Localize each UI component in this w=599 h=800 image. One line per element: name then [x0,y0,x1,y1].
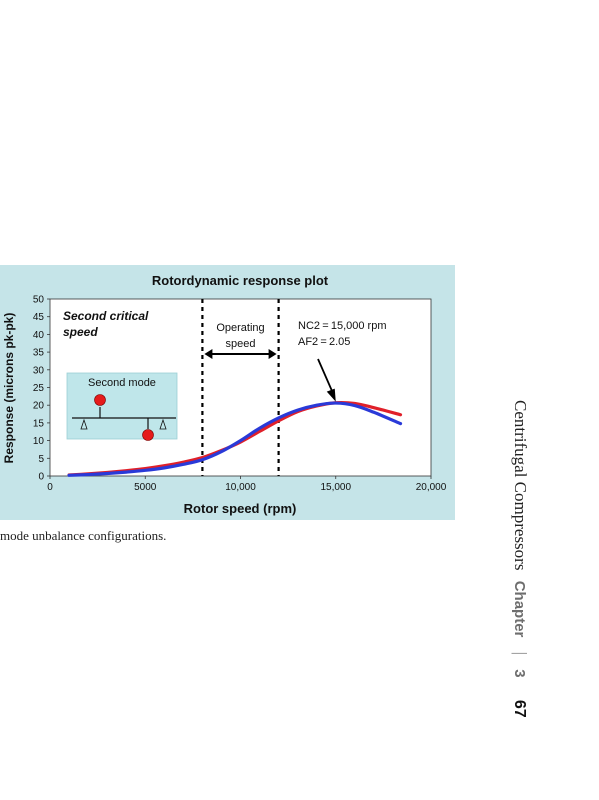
second-critical-speed-label: Second critical speed [63,309,149,339]
book-title: Centrifugal Compressors [511,400,530,571]
chapter-number: 3 [511,669,528,678]
peak-pointer-arrowhead-icon [326,388,336,402]
figure-caption: mode unbalance configurations. [0,528,167,543]
arrow-head-right-icon [268,349,277,359]
figure-panel: Rotordynamic response plot Response (mic… [0,265,455,520]
chapter-label: Chapter [511,580,528,638]
unbalance-mass-down-icon [142,429,154,441]
peak-pointer-line [317,358,334,394]
y-tick-label: 40 [33,330,45,341]
y-tick-label: 35 [33,348,45,359]
y-tick-label: 10 [33,436,45,447]
x-tick-label: 15,000 [320,482,351,493]
critical-label-line-2: speed [63,325,98,339]
inset-title: Second mode [88,377,156,389]
running-header: Centrifugal Compressors Chapter | 3 67 [506,400,536,718]
page-number: 67 [511,699,528,718]
x-axis-label: Rotor speed (rpm) [184,501,297,516]
y-tick-label: 30 [33,365,45,376]
nc2-annotation: NC2 = 15,000 rpm [298,320,386,332]
operating-label-line-2: speed [226,338,256,350]
x-tick-label: 20,000 [416,482,447,493]
x-tick-label: 5000 [134,482,157,493]
y-tick-label: 50 [33,295,45,306]
y-tick-label: 15 [33,418,45,429]
y-axis-label: Response (microns pk-pk) [2,313,16,464]
arrow-head-left-icon [204,349,213,359]
y-tick-label: 20 [33,401,45,412]
af2-annotation: AF2 = 2.05 [298,336,350,348]
second-mode-inset: Second mode [66,372,178,441]
y-tick-label: 0 [38,472,44,483]
inset-background [66,372,178,440]
bearing-support-left-icon [80,418,88,430]
x-tick-label: 10,000 [225,482,256,493]
bearing-support-right-icon [159,418,167,430]
x-tick-label: 0 [47,482,53,493]
y-tick-label: 45 [33,312,45,323]
y-tick-label: 25 [33,383,45,394]
operating-speed-label: Operating speed [216,322,264,350]
header-separator: | [511,651,530,656]
y-tick-label: 5 [38,454,44,465]
unbalance-mass-up-icon [94,394,106,406]
operating-label-line-1: Operating [216,322,264,334]
rotordynamic-response-chart: Rotordynamic response plot Response (mic… [0,265,455,520]
critical-label-line-1: Second critical [63,309,149,323]
response-curve-2 [67,401,403,477]
chart-title: Rotordynamic response plot [152,273,329,288]
